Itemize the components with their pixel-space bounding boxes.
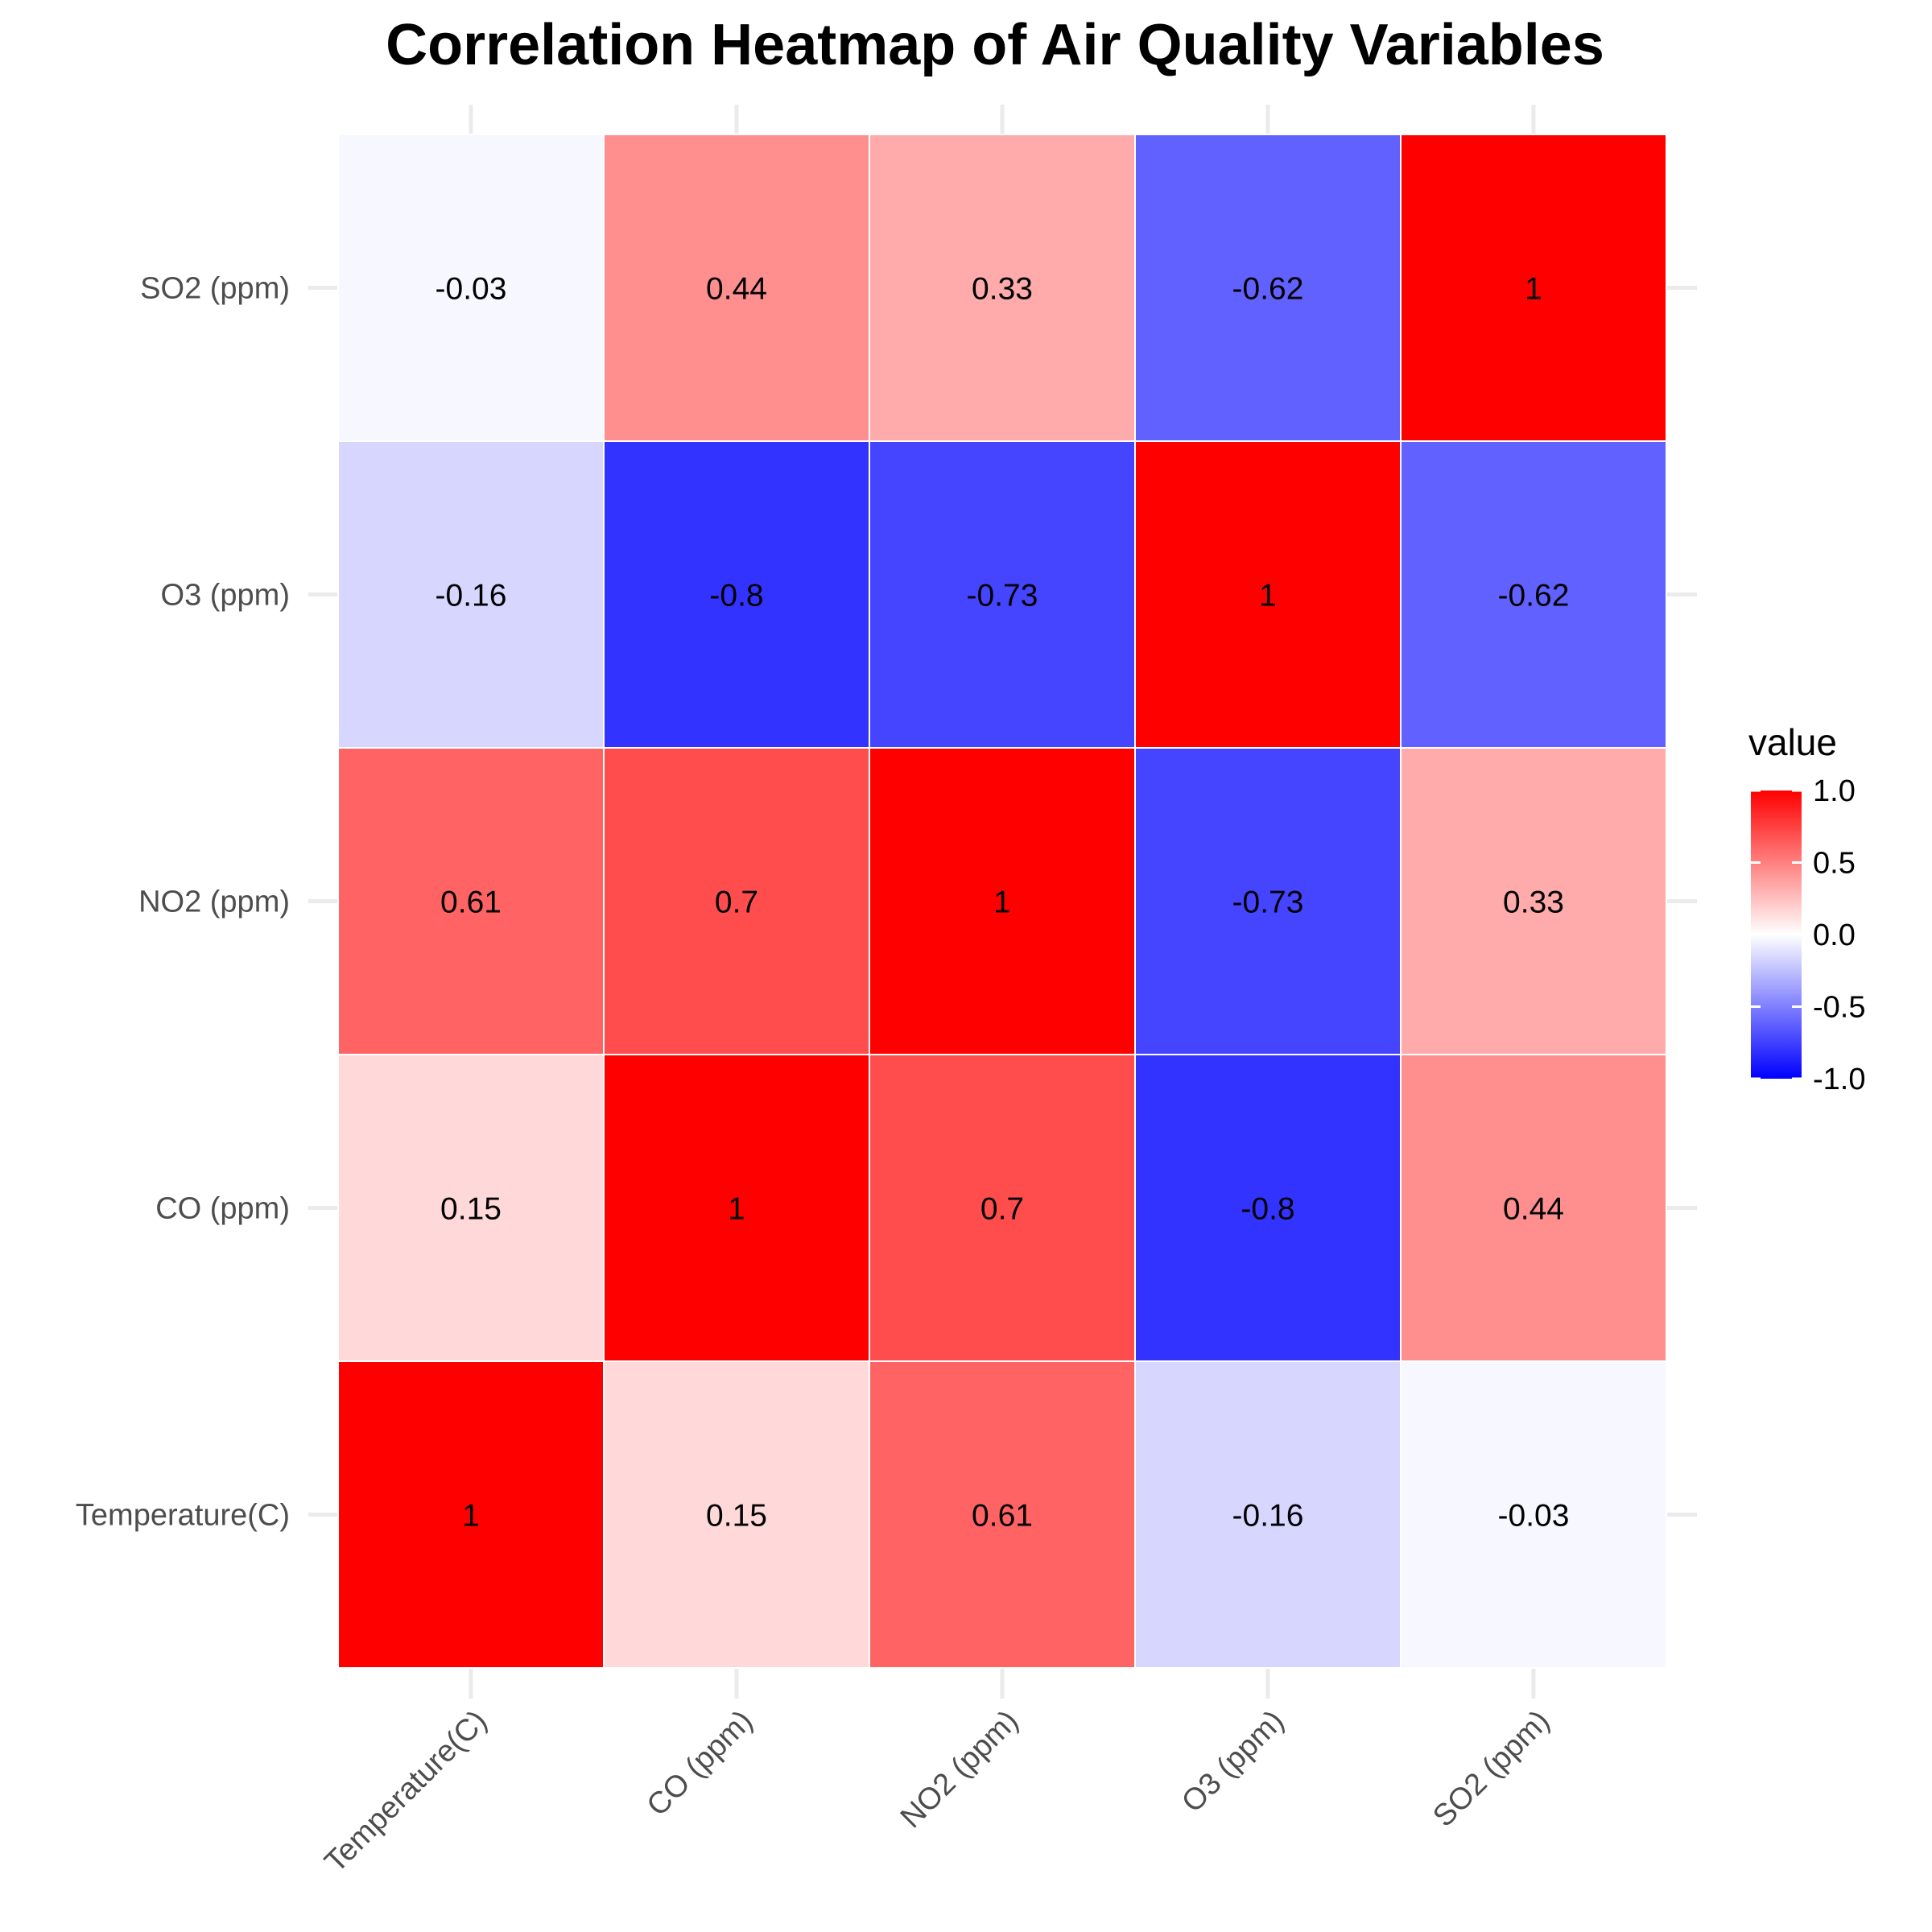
cell-label-temperature-c-o3-ppm: -0.16 (436, 579, 507, 613)
cell-label-so2-ppm-o3-ppm: -0.62 (1498, 579, 1570, 613)
heatmap-cell-so2-ppm-co-ppm (1400, 1054, 1667, 1362)
cell-label-co-ppm-co-ppm: 1 (728, 1192, 745, 1227)
heatmap-cell-so2-ppm-temperature-c (1400, 1360, 1667, 1669)
heatmap-cell-o3-ppm-co-ppm (1134, 1054, 1402, 1362)
y-axis: Temperature(C) CO (ppm) NO2 (ppm) O3 (ppm) S… (76, 272, 290, 1533)
cell-label-temperature-c-no2-ppm: 0.61 (440, 886, 502, 920)
cell-label-so2-ppm-so2-ppm: 1 (1525, 272, 1542, 307)
cell-label-o3-ppm-no2-ppm: -0.73 (1232, 886, 1304, 920)
heatmap-cell-o3-ppm-temperature-c (1134, 1360, 1402, 1669)
cell-label-co-ppm-no2-ppm: 0.7 (715, 886, 758, 920)
heatmap-cell-so2-ppm-o3-ppm (1400, 440, 1667, 749)
x-tick-label-o3-ppm: O3 (ppm) (1175, 1704, 1290, 1819)
cell-label-co-ppm-o3-ppm: -0.8 (709, 579, 763, 613)
heatmap-cell-no2-ppm-temperature-c (869, 1360, 1136, 1669)
heatmap-cell-co-ppm-so2-ppm (603, 134, 870, 442)
cell-label-o3-ppm-co-ppm: -0.8 (1241, 1192, 1294, 1227)
y-tick-label-co-ppm: CO (ppm) (155, 1192, 290, 1226)
heatmap-cell-no2-ppm-co-ppm (869, 1054, 1136, 1362)
cell-label-no2-ppm-temperature-c: 0.61 (972, 1499, 1033, 1534)
cell-label-so2-ppm-no2-ppm: 0.33 (1503, 886, 1564, 920)
heatmap-cell-no2-ppm-o3-ppm (869, 440, 1136, 749)
heatmap-cells (337, 134, 1667, 1669)
cell-label-o3-ppm-so2-ppm: -0.62 (1232, 272, 1304, 307)
y-tick-label-so2-ppm: SO2 (ppm) (140, 272, 290, 306)
x-tick-label-co-ppm: CO (ppm) (641, 1704, 760, 1823)
cell-label-temperature-c-co-ppm: 0.15 (440, 1192, 502, 1227)
x-tick-label-so2-ppm: SO2 (ppm) (1426, 1704, 1556, 1834)
cell-label-no2-ppm-so2-ppm: 0.33 (972, 272, 1033, 307)
heatmap-cell-so2-ppm-so2-ppm (1400, 134, 1667, 442)
chart-title: Correlation Heatmap of Air Quality Varia… (386, 13, 1604, 77)
heatmap-cell-no2-ppm-so2-ppm (869, 134, 1136, 442)
legend-tick-label: 0.5 (1813, 847, 1856, 881)
y-tick-label-temperature-c: Temperature(C) (76, 1499, 290, 1533)
cell-label-no2-ppm-no2-ppm: 1 (993, 886, 1011, 920)
cell-label-o3-ppm-o3-ppm: 1 (1259, 579, 1277, 613)
heatmap-cell-co-ppm-no2-ppm (603, 747, 870, 1055)
heatmap-cell-temperature-c-o3-ppm (337, 440, 605, 749)
cell-label-no2-ppm-co-ppm: 0.7 (980, 1192, 1024, 1227)
x-tick-label-no2-ppm: NO2 (ppm) (894, 1704, 1026, 1835)
cell-label-no2-ppm-o3-ppm: -0.73 (967, 579, 1038, 613)
x-tick-label-temperature-c: Temperature(C) (319, 1704, 494, 1880)
legend-tick-label: 0.0 (1813, 919, 1856, 952)
legend-title: value (1748, 721, 1837, 763)
y-tick-label-o3-ppm: O3 (ppm) (161, 579, 290, 613)
x-axis: Temperature(C) CO (ppm) NO2 (ppm) O3 (ppm) S… (319, 1704, 1557, 1880)
cell-label-so2-ppm-co-ppm: 0.44 (1503, 1192, 1564, 1227)
legend-tick-label: 1.0 (1813, 774, 1856, 808)
heatmap-cell-co-ppm-co-ppm (603, 1054, 870, 1362)
cell-label-temperature-c-temperature-c: 1 (462, 1499, 480, 1534)
heatmap-cell-no2-ppm-no2-ppm (869, 747, 1136, 1055)
cell-label-co-ppm-temperature-c: 0.15 (706, 1499, 767, 1534)
legend-tick-label: -1.0 (1813, 1063, 1865, 1096)
cell-label-so2-ppm-temperature-c: -0.03 (1498, 1499, 1570, 1534)
cell-label-o3-ppm-temperature-c: -0.16 (1232, 1499, 1304, 1534)
legend-tick-label: -0.5 (1813, 991, 1865, 1025)
heatmap-cell-co-ppm-o3-ppm (603, 440, 870, 749)
heatmap-cell-temperature-c-co-ppm (337, 1054, 605, 1362)
heatmap-cell-o3-ppm-o3-ppm (1134, 440, 1402, 749)
legend: value 1.0 0.5 0.0 -0.5 -1.0 (1748, 721, 1865, 1096)
cell-label-co-ppm-so2-ppm: 0.44 (706, 272, 767, 307)
y-tick-label-no2-ppm: NO2 (ppm) (138, 886, 290, 919)
heatmap-cell-temperature-c-so2-ppm (337, 134, 605, 442)
heatmap-cell-temperature-c-no2-ppm (337, 747, 605, 1055)
heatmap-cell-o3-ppm-so2-ppm (1134, 134, 1402, 442)
cell-value-labels: 1 0.15 0.61 -0.16 -0.03 0.15 1 0.7 -0.8 0.44 0.61 0… (436, 272, 1570, 1534)
cell-label-temperature-c-so2-ppm: -0.03 (436, 272, 507, 307)
heatmap-cell-co-ppm-temperature-c (603, 1360, 870, 1669)
